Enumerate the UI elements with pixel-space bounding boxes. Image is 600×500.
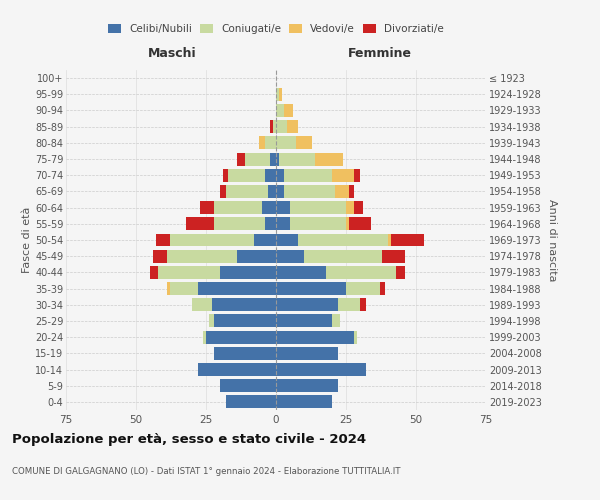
Bar: [254, 234, 276, 246]
Bar: [380, 282, 385, 295]
Bar: [268, 185, 276, 198]
Bar: [226, 396, 276, 408]
Bar: [284, 185, 335, 198]
Bar: [276, 136, 296, 149]
Bar: [265, 218, 276, 230]
Bar: [346, 201, 355, 214]
Bar: [279, 88, 281, 101]
Bar: [355, 169, 360, 181]
Bar: [197, 363, 276, 376]
Bar: [276, 379, 338, 392]
Bar: [206, 330, 276, 344]
Bar: [262, 201, 276, 214]
Bar: [287, 120, 298, 133]
Bar: [214, 314, 276, 328]
Bar: [273, 120, 276, 133]
Bar: [265, 169, 276, 181]
Bar: [276, 396, 332, 408]
Bar: [276, 298, 338, 311]
Bar: [276, 347, 338, 360]
Bar: [346, 218, 349, 230]
Bar: [237, 250, 276, 262]
Bar: [346, 282, 380, 295]
Bar: [276, 104, 284, 117]
Bar: [276, 88, 279, 101]
Bar: [284, 169, 332, 181]
Bar: [276, 201, 290, 214]
Bar: [382, 250, 405, 262]
Bar: [265, 136, 276, 149]
Bar: [349, 185, 355, 198]
Bar: [276, 314, 332, 328]
Bar: [335, 185, 349, 198]
Bar: [276, 218, 290, 230]
Y-axis label: Fasce di età: Fasce di età: [22, 207, 32, 273]
Bar: [276, 250, 304, 262]
Bar: [220, 266, 276, 279]
Bar: [170, 282, 197, 295]
Bar: [298, 234, 388, 246]
Bar: [167, 250, 237, 262]
Bar: [212, 298, 276, 311]
Bar: [276, 234, 298, 246]
Bar: [360, 298, 365, 311]
Bar: [209, 314, 214, 328]
Bar: [214, 347, 276, 360]
Text: COMUNE DI GALGAGNANO (LO) - Dati ISTAT 1° gennaio 2024 - Elaborazione TUTTITALIA: COMUNE DI GALGAGNANO (LO) - Dati ISTAT 1…: [12, 468, 401, 476]
Bar: [153, 250, 167, 262]
Bar: [192, 298, 212, 311]
Bar: [276, 185, 284, 198]
Bar: [259, 136, 265, 149]
Bar: [338, 298, 360, 311]
Bar: [271, 120, 273, 133]
Bar: [304, 250, 382, 262]
Bar: [276, 282, 346, 295]
Bar: [220, 379, 276, 392]
Text: Maschi: Maschi: [148, 48, 197, 60]
Bar: [332, 314, 340, 328]
Bar: [355, 330, 357, 344]
Bar: [271, 152, 276, 166]
Bar: [276, 363, 365, 376]
Text: Popolazione per età, sesso e stato civile - 2024: Popolazione per età, sesso e stato civil…: [12, 432, 366, 446]
Bar: [223, 169, 229, 181]
Bar: [214, 218, 265, 230]
Bar: [290, 201, 346, 214]
Bar: [349, 218, 371, 230]
Bar: [332, 169, 355, 181]
Bar: [326, 266, 397, 279]
Bar: [150, 266, 158, 279]
Bar: [276, 120, 287, 133]
Bar: [276, 266, 326, 279]
Bar: [214, 201, 262, 214]
Bar: [229, 169, 265, 181]
Bar: [245, 152, 271, 166]
Bar: [158, 266, 220, 279]
Bar: [397, 266, 405, 279]
Bar: [276, 330, 355, 344]
Bar: [391, 234, 424, 246]
Bar: [170, 234, 254, 246]
Bar: [296, 136, 313, 149]
Legend: Celibi/Nubili, Coniugati/e, Vedovi/e, Divorziati/e: Celibi/Nubili, Coniugati/e, Vedovi/e, Di…: [105, 21, 447, 38]
Bar: [203, 330, 206, 344]
Text: Femmine: Femmine: [347, 48, 412, 60]
Bar: [355, 201, 363, 214]
Bar: [315, 152, 343, 166]
Bar: [276, 169, 284, 181]
Y-axis label: Anni di nascita: Anni di nascita: [547, 198, 557, 281]
Bar: [200, 201, 214, 214]
Bar: [279, 152, 315, 166]
Bar: [197, 282, 276, 295]
Bar: [155, 234, 170, 246]
Bar: [187, 218, 214, 230]
Bar: [167, 282, 170, 295]
Bar: [237, 152, 245, 166]
Bar: [388, 234, 391, 246]
Bar: [290, 218, 346, 230]
Bar: [226, 185, 268, 198]
Bar: [284, 104, 293, 117]
Bar: [276, 152, 279, 166]
Bar: [220, 185, 226, 198]
